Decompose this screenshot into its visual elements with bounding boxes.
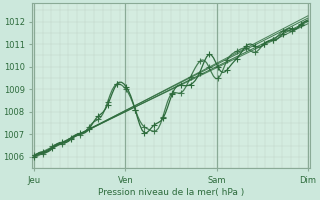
X-axis label: Pression niveau de la mer( hPa ): Pression niveau de la mer( hPa ) [98, 188, 244, 197]
